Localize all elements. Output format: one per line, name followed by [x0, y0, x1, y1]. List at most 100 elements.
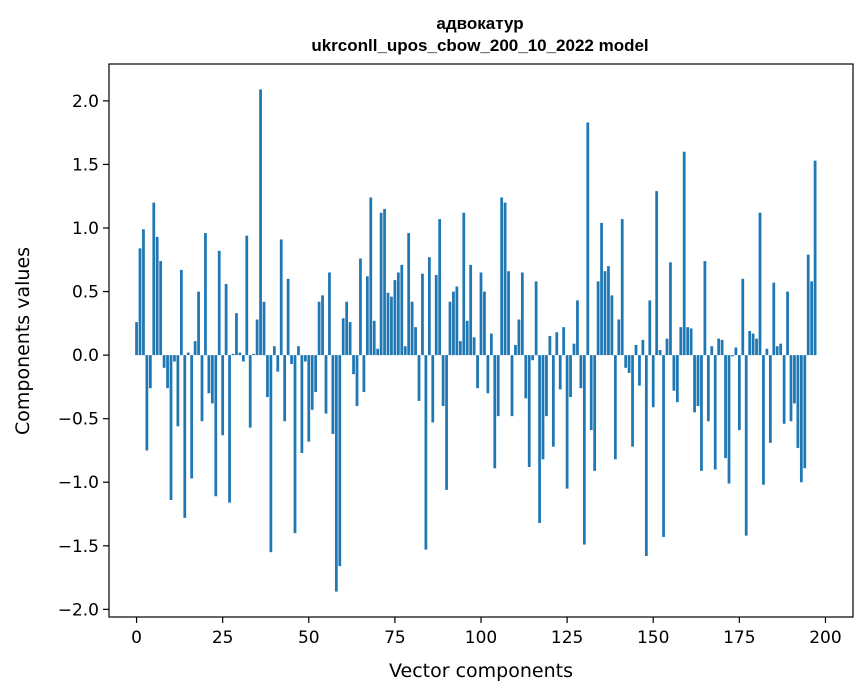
x-tick-label: 0	[131, 628, 142, 648]
bar	[417, 355, 421, 401]
bar	[407, 233, 411, 356]
bar	[297, 346, 300, 356]
x-tick-label: 25	[212, 628, 234, 648]
bar	[269, 355, 273, 553]
bar	[724, 355, 727, 459]
bar	[462, 212, 466, 356]
bar	[135, 322, 138, 356]
bar	[748, 330, 752, 356]
bar	[217, 250, 221, 356]
bar	[775, 346, 779, 356]
bar	[548, 336, 552, 356]
bar	[610, 295, 614, 356]
bar	[193, 341, 197, 356]
bar	[648, 300, 652, 356]
x-tick-label: 175	[723, 628, 755, 648]
bar	[703, 261, 707, 356]
bar	[438, 219, 442, 356]
bar	[658, 350, 662, 356]
bar	[717, 338, 721, 356]
bar	[517, 319, 521, 356]
bar	[710, 346, 714, 356]
bar	[806, 254, 810, 356]
bar	[314, 355, 318, 392]
bar	[186, 352, 190, 356]
bar	[538, 355, 541, 523]
bar	[255, 319, 259, 356]
bar	[693, 355, 696, 413]
bar	[276, 355, 280, 372]
bar	[786, 291, 789, 356]
bar	[607, 266, 610, 356]
bar	[789, 355, 793, 422]
y-tick-label: −1.0	[58, 473, 99, 493]
bar	[713, 355, 717, 470]
bar	[155, 236, 159, 356]
bar	[558, 355, 562, 390]
x-tick-label: 200	[809, 628, 841, 648]
bar	[334, 355, 338, 592]
bar	[758, 212, 762, 356]
bar	[376, 348, 380, 356]
bar	[682, 151, 686, 356]
bar	[262, 301, 266, 356]
bar	[303, 355, 307, 362]
bar	[541, 355, 545, 460]
x-tick-label: 50	[298, 628, 320, 648]
y-tick-label: −1.5	[58, 537, 99, 557]
bar	[534, 281, 538, 356]
bar	[365, 276, 369, 356]
x-tick-label: 150	[637, 628, 669, 648]
bar	[386, 292, 390, 356]
bar	[734, 347, 738, 356]
bar	[524, 355, 528, 399]
bar	[634, 344, 638, 356]
bar	[507, 271, 510, 356]
chart-subtitle: ukrconll_upos_cbow_200_10_2022 model	[311, 36, 648, 55]
bar	[145, 355, 149, 451]
bar	[310, 355, 314, 410]
bar	[493, 355, 497, 469]
bar	[162, 355, 166, 368]
bar	[221, 355, 225, 436]
bar	[572, 343, 576, 356]
bar	[569, 355, 572, 398]
bar	[214, 355, 218, 497]
y-ticks: 2.0 1.5 1.0 0.5 0.0 −0.5 −1.0 −1.5 −2.0	[58, 92, 109, 620]
bar	[190, 355, 194, 479]
bar	[627, 355, 631, 373]
bar	[672, 355, 676, 391]
bar	[166, 355, 169, 389]
bar	[737, 355, 741, 431]
bar	[231, 353, 235, 356]
bar	[431, 355, 435, 423]
bar	[813, 160, 817, 356]
bar	[675, 355, 679, 403]
bar	[400, 264, 404, 356]
bar	[765, 348, 769, 356]
bar	[293, 355, 297, 534]
bar	[810, 281, 814, 356]
bar	[393, 280, 397, 356]
bar	[731, 355, 734, 357]
y-axis-label: Components values	[12, 247, 34, 435]
bar	[514, 344, 517, 356]
bar	[138, 248, 142, 356]
bar	[169, 355, 173, 501]
bar	[348, 322, 352, 356]
bar	[290, 355, 293, 365]
x-ticks: 0 25 50 75 100 125 150 175 200	[131, 617, 842, 648]
x-tick-label: 125	[551, 628, 583, 648]
bar	[741, 278, 745, 356]
bar	[176, 355, 180, 427]
bar	[148, 355, 152, 389]
bar	[352, 355, 355, 375]
bar	[241, 355, 245, 362]
bar	[476, 355, 479, 389]
bar	[596, 281, 600, 356]
bar	[700, 355, 703, 471]
bar	[600, 222, 603, 356]
bar	[720, 339, 724, 356]
y-tick-label: −0.5	[58, 410, 99, 430]
bar	[396, 272, 400, 356]
